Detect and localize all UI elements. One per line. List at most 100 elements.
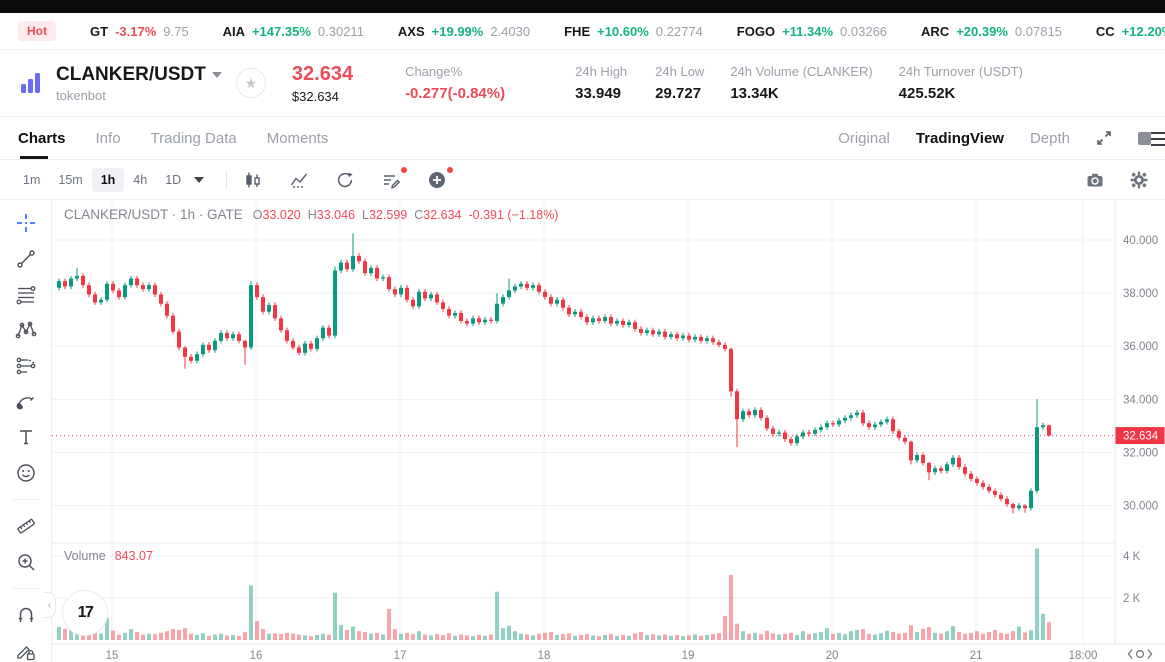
ticker-item[interactable]: GT -3.17% 9.75 [90,23,189,39]
refresh-icon [338,172,353,187]
svg-text:4 K: 4 K [1123,551,1141,563]
tab-bar: Charts Info Trading Data Moments Origina… [0,117,1165,160]
fullscreen-expand-icon[interactable] [1096,130,1112,146]
ticker-item[interactable]: FOGO +11.34% 0.03266 [736,23,888,39]
candlestick-chart[interactable]: 40.000 38.000 36.000 34.000 32.000 30.000 4 K 2… [52,200,1165,662]
tab-charts[interactable]: Charts [18,117,66,159]
svg-text:15: 15 [106,650,119,662]
fib-retracement-icon [16,285,35,304]
svg-text:18:00: 18:00 [1069,650,1098,662]
tool-fib-retracement[interactable] [12,283,40,306]
pair-selector[interactable]: CLANKER/USDT tokenbot [18,64,222,103]
tool-brush[interactable] [12,390,40,413]
tool-projection[interactable] [12,354,40,377]
tab-moments[interactable]: Moments [266,129,329,147]
svg-text:30.000: 30.000 [1123,501,1158,513]
pair-subtitle: tokenbot [56,87,106,103]
mode-tradingview[interactable]: TradingView [915,129,1004,147]
volume-value: 13.34K [730,85,779,102]
pencil-lock-icon [16,645,35,660]
change-value: -0.277(-0.84%) [405,85,506,102]
svg-text:34.000: 34.000 [1123,394,1158,406]
tool-trend-line[interactable] [12,248,40,271]
volume-legend: Volume 843.07 [64,549,153,563]
candle-style-button[interactable] [243,170,263,190]
timeframe-1h[interactable]: 1h [91,167,125,192]
svg-text:16: 16 [250,650,263,662]
timeframe-15m[interactable]: 15m [58,172,83,187]
volume-current: 843.07 [114,549,153,563]
svg-text:21: 21 [970,650,983,662]
hot-ticker-bar: Hot GT -3.17% 9.75 AIA +147.35% 0.30211 AXS +… [0,13,1165,50]
ticker-item[interactable]: AIA +147.35% 0.30211 [222,23,364,39]
last-price: 32.634 [291,62,354,85]
magnet-icon [18,607,33,623]
drawing-toolbar [0,200,52,662]
timeframe-1d[interactable]: 1D [165,172,182,187]
divider [11,498,40,500]
svg-text:20: 20 [826,650,839,662]
gear-icon[interactable] [1129,170,1149,190]
ruler-icon [16,518,35,534]
last-price-usd: $32.634 [291,88,339,104]
svg-text:36.000: 36.000 [1123,341,1158,353]
candles-icon [246,172,260,187]
notification-dot [447,166,454,173]
axis-settings-icon [1127,649,1153,659]
tab-trading-data[interactable]: Trading Data [150,129,237,147]
ticker-item[interactable]: ARC +20.39% 0.07815 [921,23,1062,39]
legend-high: 33.046 [316,208,356,222]
tool-crosshair[interactable] [12,212,40,235]
camera-icon[interactable] [1085,170,1105,190]
ticker-item[interactable]: FHE +10.60% 0.22774 [564,23,703,39]
add-button[interactable] [427,166,454,190]
tool-xabcd-pattern[interactable] [12,319,40,342]
timeframe-4h[interactable]: 4h [133,172,148,187]
tradingview-watermark-logo[interactable]: 17 [62,590,108,636]
timeframe-1m[interactable]: 1m [23,172,41,187]
token-logo-icon [21,73,40,93]
active-tab-underline [20,156,48,159]
ticker-item[interactable]: AXS +19.99% 2.4030 [397,23,531,39]
ticker-item[interactable]: CC+12.20%0.13112 [1095,23,1165,39]
pair-header: CLANKER/USDT tokenbot ★ 32.634 $32.634 C… [0,50,1165,117]
svg-text:38.000: 38.000 [1123,288,1158,300]
plus-circle-icon [429,171,446,188]
mode-depth[interactable]: Depth [1029,129,1070,147]
legend-title: CLANKER/USDT · 1h · GATE [64,207,243,222]
indicators-icon [291,173,308,188]
crosshair-icon [16,214,35,233]
timeframe-dropdown-icon[interactable] [194,176,205,183]
tool-text[interactable] [12,426,40,449]
layout-square-icon[interactable] [1138,131,1151,145]
svg-text:32.000: 32.000 [1123,447,1158,459]
svg-text:2 K: 2 K [1123,593,1141,605]
high-label: 24h High [575,64,628,79]
refresh-button[interactable] [335,170,355,190]
notification-dot [401,166,408,173]
tool-magnet[interactable] [12,604,40,627]
svg-text:32.634: 32.634 [1123,431,1159,443]
text-icon [19,430,32,445]
hot-badge[interactable]: Hot [18,21,56,41]
mode-original[interactable]: Original [838,129,890,147]
indicators-button[interactable] [289,170,309,190]
high-value: 33.949 [575,85,622,102]
svg-text:19: 19 [682,650,695,662]
turnover-value: 425.52K [898,85,956,102]
toolbar-collapse-handle[interactable]: ‹ [44,592,56,618]
tool-zoom-in[interactable] [12,550,40,573]
menu-hamburger-icon[interactable] [1151,128,1165,150]
chart-pane: 40.000 38.000 36.000 34.000 32.000 30.000 4 K 2… [52,200,1165,662]
svg-text:17: 17 [394,650,407,662]
legend-change: -0.391 (−1.18%) [468,208,559,222]
emoji-icon [16,463,35,482]
tool-drawing-lock[interactable] [12,639,40,662]
tab-info[interactable]: Info [95,129,121,147]
tool-emoji[interactable] [12,461,40,484]
tool-ruler[interactable] [12,515,40,538]
projection-icon [16,357,35,375]
order-list-button[interactable] [381,166,408,190]
favorite-star-button[interactable]: ★ [235,68,266,98]
legend-open: 33.020 [262,208,301,222]
